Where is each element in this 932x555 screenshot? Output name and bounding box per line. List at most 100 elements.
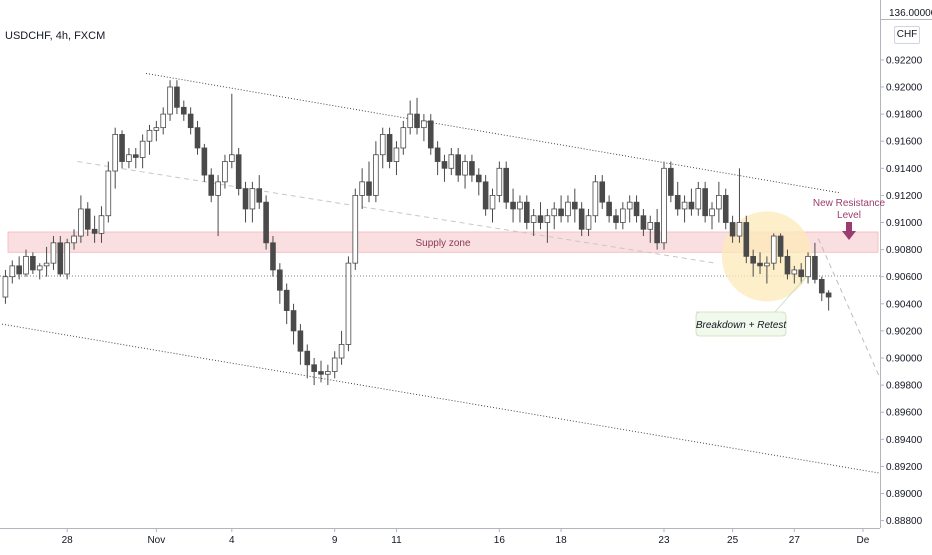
candle-body[interactable]: [201, 147, 208, 176]
candle-body[interactable]: [716, 194, 722, 210]
candle-body[interactable]: [661, 167, 667, 244]
candle-body[interactable]: [270, 242, 276, 271]
candle-body[interactable]: [770, 235, 777, 264]
candle-body[interactable]: [496, 167, 503, 196]
candle-body[interactable]: [366, 181, 372, 196]
candle-body[interactable]: [139, 140, 146, 158]
channel-upper-line[interactable]: [145, 73, 839, 194]
currency-button[interactable]: CHF: [894, 26, 920, 44]
candle-body[interactable]: [242, 188, 249, 210]
candle-body[interactable]: [132, 154, 139, 158]
candle-body[interactable]: [674, 194, 681, 210]
candle-body[interactable]: [668, 167, 674, 196]
candle-body[interactable]: [379, 134, 386, 156]
supply-zone[interactable]: [7, 231, 879, 253]
candle-body[interactable]: [434, 147, 441, 162]
candle-body[interactable]: [681, 201, 688, 210]
candle-body[interactable]: [325, 371, 331, 375]
candle-body[interactable]: [537, 215, 544, 223]
candle-body[interactable]: [359, 181, 365, 196]
candle-body[interactable]: [551, 208, 558, 217]
candle-body[interactable]: [277, 269, 283, 291]
candle-body[interactable]: [750, 255, 756, 264]
candle-body[interactable]: [146, 129, 153, 142]
candle-body[interactable]: [791, 269, 798, 275]
candle-body[interactable]: [373, 154, 379, 196]
candle-body[interactable]: [50, 242, 57, 264]
candle-body[interactable]: [78, 208, 84, 237]
candle-body[interactable]: [153, 127, 160, 131]
candle-body[interactable]: [825, 292, 832, 298]
candle-body[interactable]: [180, 106, 187, 115]
candle-body[interactable]: [84, 208, 91, 230]
candle-body[interactable]: [736, 222, 743, 237]
candle-body[interactable]: [523, 201, 530, 223]
channel-lower-line[interactable]: [1, 323, 881, 474]
candle-body[interactable]: [441, 161, 448, 169]
candle-body[interactable]: [578, 208, 585, 230]
candle-body[interactable]: [263, 201, 269, 244]
candle-body[interactable]: [764, 262, 770, 267]
candle-body[interactable]: [167, 86, 173, 115]
candle-body[interactable]: [386, 134, 393, 162]
candle-body[interactable]: [290, 310, 297, 332]
candle-body[interactable]: [331, 357, 338, 372]
candle-body[interactable]: [647, 222, 654, 230]
candle-body[interactable]: [812, 255, 818, 280]
projection-line[interactable]: [817, 238, 881, 379]
candle-body[interactable]: [455, 154, 461, 176]
candle-body[interactable]: [421, 120, 427, 129]
candle-body[interactable]: [517, 201, 523, 210]
candle-body[interactable]: [208, 174, 215, 196]
candle-body[interactable]: [352, 194, 359, 264]
candle-body[interactable]: [798, 269, 804, 278]
candle-body[interactable]: [64, 242, 70, 275]
candle-body[interactable]: [784, 255, 791, 275]
candle-body[interactable]: [57, 242, 64, 275]
candle-body[interactable]: [16, 265, 22, 275]
candle-body[interactable]: [530, 215, 537, 223]
candle-body[interactable]: [229, 154, 235, 162]
candle-body[interactable]: [400, 127, 407, 149]
candle-body[interactable]: [448, 154, 455, 169]
candle-body[interactable]: [283, 289, 290, 311]
candle-body[interactable]: [688, 201, 695, 210]
candle-body[interactable]: [235, 154, 242, 190]
candle-body[interactable]: [606, 201, 612, 217]
candle-body[interactable]: [43, 262, 50, 267]
candle-body[interactable]: [174, 86, 180, 108]
candle-body[interactable]: [585, 215, 592, 230]
price-axis[interactable]: [880, 0, 932, 550]
candle-body[interactable]: [695, 188, 702, 210]
candle-body[interactable]: [304, 350, 311, 366]
candle-body[interactable]: [160, 113, 167, 129]
candle-body[interactable]: [311, 364, 317, 372]
candle-body[interactable]: [249, 188, 256, 210]
candle-body[interactable]: [722, 194, 729, 223]
candle-body[interactable]: [544, 215, 551, 223]
candle-body[interactable]: [777, 235, 784, 257]
candle-body[interactable]: [112, 134, 118, 172]
candle-body[interactable]: [297, 330, 304, 352]
candle-body[interactable]: [393, 147, 400, 162]
candle-body[interactable]: [187, 113, 194, 129]
candle-body[interactable]: [565, 201, 571, 217]
candle-body[interactable]: [475, 174, 482, 183]
candle-body[interactable]: [818, 279, 825, 294]
candle-body[interactable]: [626, 201, 633, 210]
candle-body[interactable]: [30, 255, 36, 271]
candle-body[interactable]: [194, 127, 201, 149]
candle-body[interactable]: [98, 215, 105, 234]
candle-body[interactable]: [482, 181, 489, 210]
candle-body[interactable]: [729, 222, 736, 237]
candle-body[interactable]: [743, 222, 750, 257]
candle-body[interactable]: [427, 120, 434, 149]
candle-body[interactable]: [318, 371, 324, 375]
candle-body[interactable]: [592, 181, 599, 217]
candle-body[interactable]: [36, 265, 43, 271]
candle-body[interactable]: [256, 188, 263, 203]
candle-body[interactable]: [2, 276, 9, 298]
candle-body[interactable]: [702, 188, 708, 217]
candle-body[interactable]: [9, 265, 16, 278]
